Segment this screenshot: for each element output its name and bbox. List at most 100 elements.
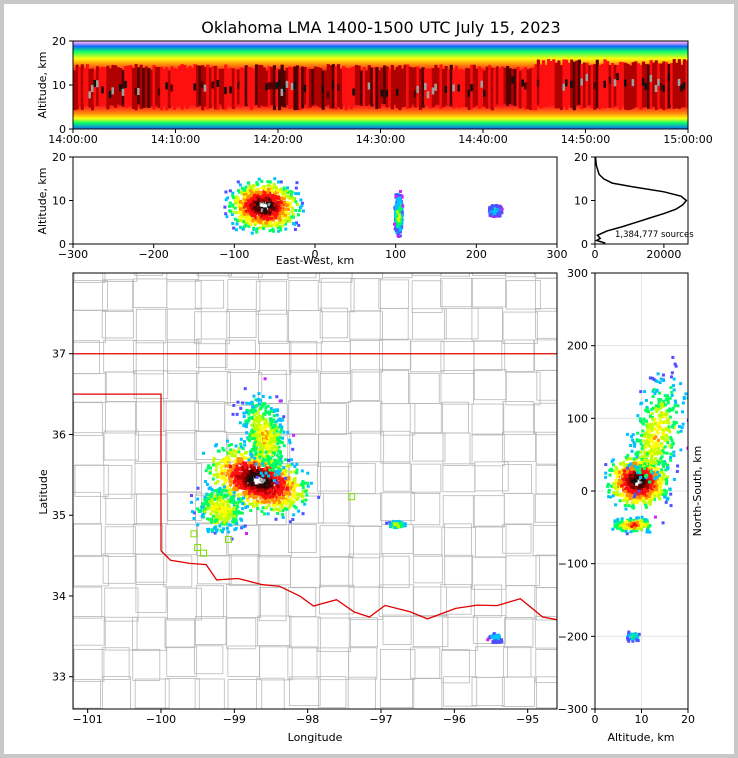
county-outline [319,307,349,339]
plan-source-0 [262,467,266,471]
plan-source-1 [261,474,265,478]
plan-source-1 [270,409,274,413]
ew-source-1 [394,208,398,212]
time-height-peak [321,85,325,93]
time-height-column [606,61,610,108]
plan-source-0 [272,508,276,512]
plan-source-1 [255,426,259,430]
plan-source-1 [265,435,269,439]
plan-source-0 [262,491,266,495]
time-height-column [226,68,230,106]
plan-source-0 [246,499,250,503]
ew-source-0 [260,186,264,190]
plan-source-3 [398,522,402,526]
time-height-column [329,65,333,109]
ew-source-0 [270,195,274,199]
plan-xtick-label: −100 [146,713,176,726]
plan-source-0 [301,500,305,504]
time-height-column [447,69,451,106]
plan-source-2 [240,526,244,530]
ew-source-0 [268,180,272,184]
ns-source-0 [612,491,616,495]
plan-source-0 [248,494,252,498]
time-height-column [608,65,612,108]
ew-source-0 [235,222,239,226]
plan-source-1 [251,405,255,409]
ew-source-0 [243,198,247,202]
ew-source-0 [244,207,248,211]
plan-source-0 [295,483,299,487]
plan-source-0 [233,487,237,491]
time-height-peak [165,82,169,90]
time-height-peak [380,89,384,97]
time-height-column [572,61,576,111]
time-height-peak [483,89,487,97]
plan-source-1 [275,481,279,485]
time-height-peak [275,82,279,90]
plan-source-0 [253,470,257,474]
plan-source-0 [297,509,301,513]
county-outline [413,554,443,584]
ew-source-2 [494,203,498,207]
ew-source-2 [490,205,494,209]
plan-source-0 [274,487,278,491]
plan-source-0 [233,504,237,508]
lma-station-marker [348,493,356,501]
county-outline [133,370,169,399]
ew-source-0 [236,189,240,193]
plan-source-2 [210,488,214,492]
plan-source-1 [274,449,278,453]
time-height-column [126,65,130,106]
plan-source-1 [291,447,295,451]
plan-source-0 [237,446,241,450]
ew-source-1 [396,194,400,198]
ew-source-0 [231,191,235,195]
ew-xtick-label: 200 [466,248,487,261]
plan-source-2 [213,494,217,498]
plan-source-0 [304,489,308,493]
time-height-column [647,64,651,109]
time-height-xtick-label: 14:40:00 [458,133,507,146]
plan-source-0 [264,490,268,494]
plan-source-2 [235,522,239,526]
ew-source-1 [392,222,396,226]
ew-source-1 [398,226,402,230]
ew-source-0 [253,213,257,217]
plan-source-1 [247,419,251,423]
time-height-column [83,68,87,104]
county-outline [442,495,475,529]
time-height-peak [224,87,228,95]
county-outline [442,616,478,651]
time-height-peak [580,78,584,86]
plan-source-1 [256,440,260,444]
time-height-column [78,66,82,106]
ew-source-0 [286,190,290,194]
ew-source-0 [236,200,240,204]
county-outline [443,676,478,707]
plan-source-0 [222,477,226,481]
ew-source-1 [398,203,402,207]
ew-source-0 [265,211,269,215]
county-outline [505,555,540,587]
plan-source-2 [233,510,237,514]
county-outline [258,369,287,405]
ew-source-1 [394,195,398,199]
county-outline [166,273,200,281]
plan-xtick-label: −99 [223,713,246,726]
ew-source-0 [291,199,295,203]
plan-source-0 [263,463,267,467]
plan-source-1 [262,457,266,461]
plan-source-1 [259,471,263,475]
ew-source-1 [394,202,398,206]
ew-source-0 [299,205,303,209]
plan-source-0 [235,476,239,480]
ew-source-0 [251,208,255,212]
time-height-column [462,70,466,107]
county-outline [380,430,411,464]
time-height-column [339,68,343,110]
ew-source-0 [254,191,258,195]
ew-source-2 [492,210,496,214]
plan-source-0 [222,448,226,452]
ew-source-0 [255,230,259,234]
plan-source-1 [264,471,268,475]
